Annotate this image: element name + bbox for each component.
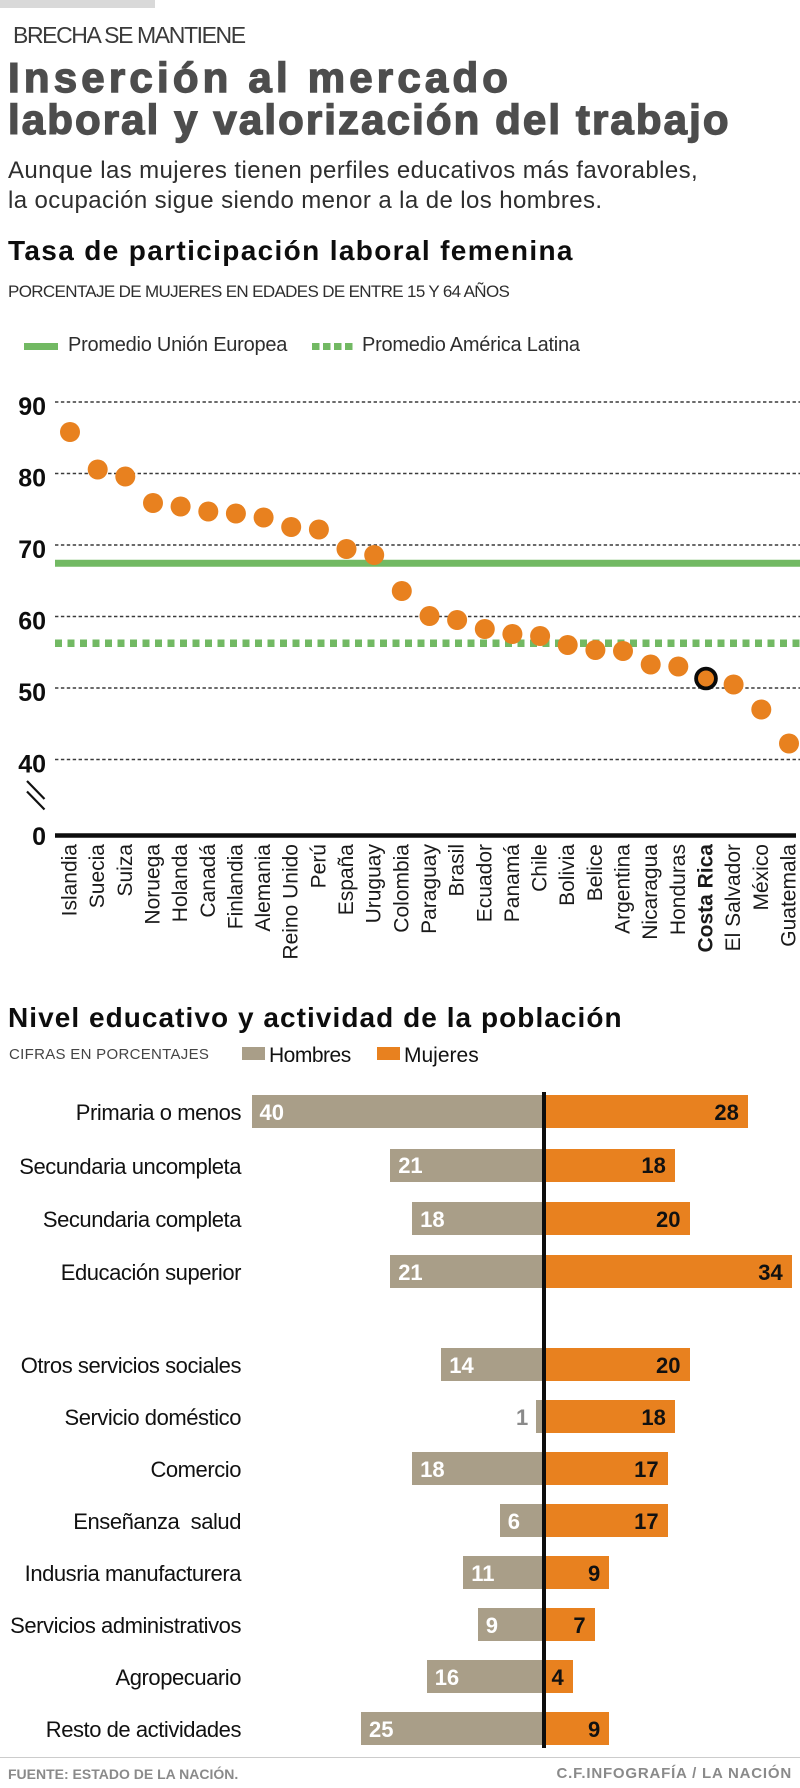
svg-text:Guatemala: Guatemala — [778, 844, 800, 947]
svg-text:Finlandia: Finlandia — [224, 844, 247, 930]
svg-text:España: España — [335, 844, 358, 916]
svg-text:40: 40 — [18, 751, 46, 779]
svg-text:Suiza: Suiza — [114, 844, 137, 897]
svg-text:Alemania: Alemania — [252, 844, 275, 932]
svg-text:Argentina: Argentina — [612, 844, 635, 934]
svg-text:México: México — [750, 844, 773, 911]
svg-text:80: 80 — [18, 465, 46, 493]
svg-text:Costa Rica: Costa Rica — [695, 844, 718, 953]
svg-text:Paraguay: Paraguay — [418, 844, 441, 934]
svg-text:Chile: Chile — [529, 844, 552, 892]
svg-text:Islandia: Islandia — [59, 844, 82, 917]
svg-text:Suecia: Suecia — [86, 844, 109, 909]
svg-text:Ecuador: Ecuador — [473, 844, 496, 922]
svg-text:Honduras: Honduras — [667, 844, 690, 935]
svg-text:Brasil: Brasil — [446, 844, 469, 897]
svg-text:Canadá: Canadá — [197, 844, 220, 918]
svg-text:Reino Unido: Reino Unido — [280, 844, 303, 960]
svg-text:Nicaragua: Nicaragua — [639, 844, 662, 940]
svg-text:0: 0 — [32, 823, 46, 851]
svg-text:Noruega: Noruega — [142, 844, 165, 925]
svg-text:Perú: Perú — [307, 844, 330, 888]
svg-text:Belice: Belice — [584, 844, 607, 901]
svg-text:60: 60 — [18, 608, 46, 636]
svg-text:Holanda: Holanda — [169, 844, 192, 923]
svg-text:Colombia: Colombia — [390, 844, 413, 933]
svg-text:Uruguay: Uruguay — [363, 844, 386, 924]
svg-text:Bolivia: Bolivia — [556, 844, 579, 906]
svg-text:El Salvador: El Salvador — [722, 844, 745, 951]
svg-text:Panamá: Panamá — [501, 844, 524, 923]
svg-text:90: 90 — [18, 393, 46, 421]
svg-text:50: 50 — [18, 679, 46, 707]
svg-text:70: 70 — [18, 536, 46, 564]
